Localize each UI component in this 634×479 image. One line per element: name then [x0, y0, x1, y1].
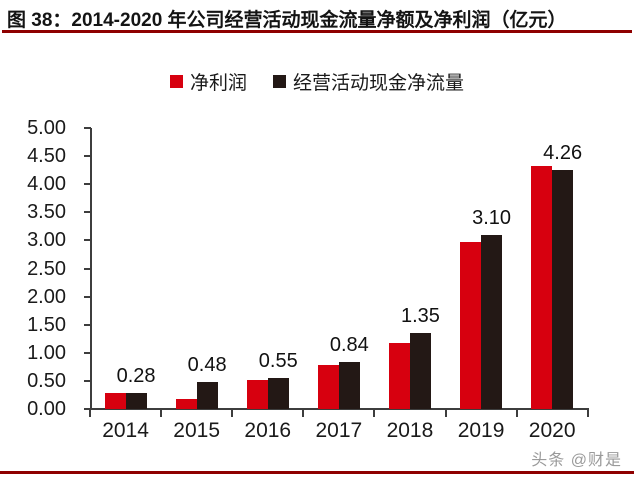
x-axis-tick: [302, 410, 305, 417]
net-profit-bar: [246, 379, 268, 409]
title-underline-rule: [2, 30, 632, 33]
operating-cash-flow-bar: [125, 393, 147, 409]
net-profit-bar: [317, 365, 339, 409]
operating-cash-flow-bar: [196, 382, 218, 409]
chart-title: 图 38：2014-2020 年公司经营活动现金流量净额及净利润（亿元）: [7, 10, 567, 31]
x-axis-tick: [515, 410, 518, 417]
net-profit-bar: [388, 343, 410, 409]
operating-cash-flow-bar: [267, 378, 289, 409]
y-axis-tick-label: 2.50: [27, 257, 66, 280]
y-axis-tick: [84, 239, 91, 242]
y-axis-tick: [84, 379, 91, 382]
operating-cash-flow-bar: [481, 234, 503, 409]
y-axis-tick: [84, 408, 91, 410]
y-axis-tick-label: 4.50: [27, 145, 66, 168]
y-axis-tick-label: 4.00: [27, 173, 66, 196]
x-axis-tick: [160, 410, 163, 417]
bar-value-label: 3.10: [472, 206, 512, 229]
bar-value-label: 0.84: [329, 333, 369, 356]
x-axis-tick: [89, 410, 91, 417]
y-axis-tick-label: 0.50: [27, 369, 66, 392]
y-axis-tick-label: 1.00: [27, 341, 66, 364]
x-axis-category-label: 2015: [173, 419, 220, 442]
y-axis-tick: [84, 211, 91, 214]
y-axis-tick-label: 3.50: [27, 201, 66, 224]
x-axis-category-label: 2016: [244, 419, 292, 442]
y-axis-tick-label: 0.00: [27, 398, 66, 420]
net-profit-bar: [175, 398, 197, 409]
x-axis-line: [89, 408, 589, 410]
y-axis-tick: [84, 155, 91, 158]
x-axis-category-label: 2017: [315, 419, 363, 442]
net-profit-bar: [104, 392, 126, 409]
legend-swatch-icon: [273, 75, 286, 88]
y-axis-tick: [84, 267, 91, 270]
legend-label: 经营活动现金净流量: [293, 73, 465, 94]
chart-legend: 净利润 经营活动现金净流量: [0, 68, 634, 95]
legend-swatch-icon: [169, 75, 183, 88]
net-profit-bar: [531, 165, 553, 409]
bottom-border-rule: [0, 471, 634, 474]
y-axis-tick-label: 3.00: [27, 229, 66, 252]
net-profit-bar: [460, 242, 482, 409]
x-axis-category-label: 2019: [457, 419, 505, 442]
bar-value-label: 0.28: [116, 365, 156, 388]
x-axis-tick: [586, 410, 589, 417]
x-axis-category-label: 2014: [102, 419, 149, 442]
y-axis-tick: [84, 183, 91, 186]
y-axis-tick-label: 1.50: [27, 313, 66, 336]
bar-value-label: 4.26: [543, 141, 583, 164]
x-axis-category-label: 2018: [386, 419, 434, 442]
x-axis-tick: [373, 410, 376, 417]
legend-item: 经营活动现金净流量: [273, 68, 464, 95]
y-axis-tick: [84, 351, 91, 354]
operating-cash-flow-bar: [552, 169, 574, 409]
operating-cash-flow-bar: [409, 333, 431, 409]
y-axis-line: [90, 128, 92, 410]
x-axis-category-label: 2020: [528, 419, 576, 442]
legend-label: 净利润: [189, 73, 247, 94]
y-axis-tick-label: 5.00: [27, 117, 66, 139]
operating-cash-flow-bar: [338, 361, 360, 409]
x-axis-tick: [444, 410, 447, 417]
bar-value-label: 0.48: [187, 354, 227, 377]
x-axis-tick: [231, 410, 234, 417]
legend-item: 净利润: [169, 68, 247, 95]
bar-value-label: 1.35: [400, 305, 440, 328]
watermark-text: 头条 @财是: [531, 452, 622, 469]
y-axis-tick: [84, 295, 91, 298]
bar-value-label: 0.55: [258, 350, 298, 373]
y-axis-tick: [84, 127, 91, 129]
y-axis-tick-label: 2.00: [27, 285, 66, 308]
y-axis-tick: [84, 323, 91, 326]
